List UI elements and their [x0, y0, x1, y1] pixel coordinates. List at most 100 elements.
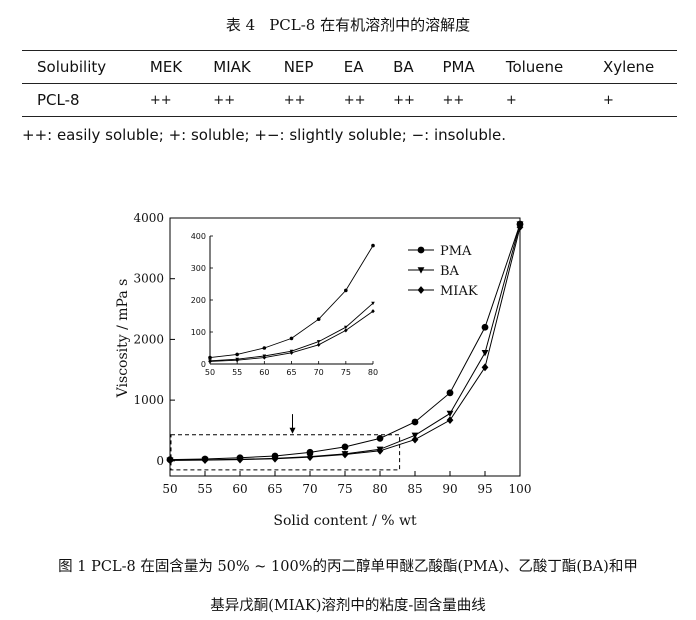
table-cell: ++ — [442, 92, 465, 108]
x-tick-label: 55 — [197, 482, 212, 496]
table-cell: ++ — [213, 92, 236, 108]
legend-label-miak: MIAK — [440, 284, 478, 299]
legend-marker-ba — [417, 267, 425, 274]
inset-series-point-miak — [289, 350, 294, 355]
inset-x-tick-label: 75 — [341, 368, 351, 377]
zoom-arrow-head — [289, 427, 296, 434]
series-point-miak — [516, 223, 524, 232]
inset-series-line-pma — [209, 245, 374, 359]
x-axis-label: Solid content / % wt — [273, 513, 417, 529]
col-header: NEP — [283, 58, 314, 76]
x-tick-label: 100 — [509, 482, 532, 496]
series-point-pma — [341, 443, 349, 451]
table-row: PCL-8 ++ ++ ++ ++ ++ ++ + + — [22, 84, 677, 117]
table-caption: 表 4 PCL-8 在有机溶剂中的溶解度 — [0, 14, 696, 35]
y-tick-label: 4000 — [133, 211, 164, 225]
y-tick-label: 1000 — [133, 393, 164, 407]
series-point-pma — [376, 434, 384, 442]
x-tick-label: 65 — [267, 482, 282, 496]
table-cell: PCL-8 — [37, 91, 80, 109]
figure-caption-line1: 图 1 PCL-8 在固含量为 50% ~ 100%的丙二醇单甲醚乙酸酯(PMA… — [58, 559, 638, 575]
series-point-pma — [411, 418, 419, 426]
x-tick-label: 85 — [407, 482, 422, 496]
series-point-miak — [236, 455, 244, 464]
col-header: EA — [343, 58, 364, 76]
legend-label-ba: BA — [440, 264, 460, 279]
inset-x-tick-label: 80 — [368, 368, 378, 377]
figure-caption-line2: 基异戊酮(MIAK)溶剂中的粘度-固含量曲线 — [210, 598, 486, 614]
y-tick-label: 0 — [156, 454, 164, 468]
table-cell: ++ — [149, 92, 172, 108]
series-line-pma — [169, 223, 521, 461]
inset-series-point-miak — [316, 342, 321, 347]
series-point-miak — [376, 446, 384, 455]
inset-series-point-ba — [344, 325, 348, 330]
col-header: Toluene — [505, 58, 564, 76]
col-header: PMA — [442, 58, 475, 76]
col-header: Solubility — [37, 58, 107, 76]
inset-series-point-miak — [344, 328, 348, 333]
table-number: 表 4 — [225, 16, 256, 34]
zoom-region-box — [170, 434, 401, 471]
x-tick-label: 95 — [477, 482, 492, 496]
x-tick-label: 90 — [442, 482, 457, 496]
inset-series-point-pma — [289, 336, 294, 341]
inset-series-point-miak — [371, 309, 375, 314]
col-header: BA — [393, 58, 414, 76]
legend-marker-pma — [417, 246, 425, 254]
legend-label-pma: PMA — [440, 244, 472, 259]
x-tick-label: 60 — [232, 482, 247, 496]
inset-y-tick-label: 300 — [191, 264, 206, 273]
y-axis-label: Viscosity / mPa s — [115, 279, 131, 399]
col-header: MEK — [149, 58, 183, 76]
inset-series-point-ba — [316, 340, 321, 344]
chart-plot-layer: 50 55 60 65 70 75 80 85 90 95 10001000200030004000… — [133, 211, 531, 496]
series-line-miak — [169, 226, 521, 461]
x-tick-label: 80 — [372, 482, 387, 496]
inset-series-point-miak — [235, 358, 239, 363]
inset-x-tick-label: 60 — [259, 368, 269, 377]
inset-x-tick-label: 70 — [314, 368, 324, 377]
inset-x-tick-label: 65 — [286, 368, 296, 377]
col-header: Xylene — [603, 58, 655, 76]
inset-series-point-ba — [371, 301, 375, 306]
inset-series-point-pma — [316, 317, 321, 321]
inset-series-point-pma — [371, 243, 375, 248]
inset-x-tick-label: 50 — [205, 368, 215, 377]
table-cell: + — [603, 92, 614, 108]
col-header: MIAK — [213, 58, 251, 76]
inset-series-point-pma — [208, 355, 212, 360]
table-header-row: Solubility MEK MIAK NEP EA BA PMA Toluen… — [22, 50, 677, 84]
inset-series-point-pma — [344, 288, 348, 293]
y-tick-label: 2000 — [133, 332, 164, 346]
table-title: PCL-8 在有机溶剂中的溶解度 — [269, 16, 471, 34]
inset-y-tick-label: 0 — [201, 360, 206, 369]
series-line-ba — [169, 223, 521, 461]
x-tick-label: 50 — [162, 482, 177, 496]
table-cell: ++ — [393, 92, 415, 108]
y-tick-label: 3000 — [133, 272, 164, 286]
series-point-ba — [481, 350, 489, 357]
series-point-pma — [446, 389, 454, 397]
table-cell: + — [505, 92, 517, 108]
table-cell: ++ — [343, 92, 366, 108]
series-point-miak — [481, 363, 489, 372]
inset-y-tick-label: 200 — [191, 296, 206, 305]
inset-series-point-miak — [262, 355, 267, 360]
inset-x-tick-label: 55 — [232, 368, 242, 377]
series-point-miak — [201, 456, 209, 465]
inset-series-point-pma — [235, 352, 239, 357]
series-point-miak — [446, 416, 454, 425]
series-point-ba — [446, 410, 454, 418]
inset-series-point-miak — [208, 359, 212, 364]
solubility-table: Solubility MEK MIAK NEP EA BA PMA Toluen… — [22, 50, 677, 117]
table-footnote: ++: easily soluble; +: soluble; +−: slig… — [22, 126, 507, 144]
series-point-pma — [481, 323, 489, 331]
inset-series-point-pma — [262, 346, 267, 350]
inset-y-tick-label: 100 — [191, 328, 206, 337]
series-point-miak — [411, 435, 419, 444]
x-tick-label: 75 — [337, 482, 352, 496]
legend-marker-miak — [417, 286, 425, 294]
inset-y-tick-label: 400 — [191, 232, 206, 241]
x-tick-label: 70 — [302, 482, 317, 496]
